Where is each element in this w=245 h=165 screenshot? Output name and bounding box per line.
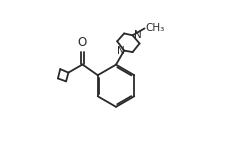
Text: CH₃: CH₃ <box>145 23 164 33</box>
Text: N: N <box>134 30 141 40</box>
Text: N: N <box>117 46 125 56</box>
Text: O: O <box>78 36 87 49</box>
